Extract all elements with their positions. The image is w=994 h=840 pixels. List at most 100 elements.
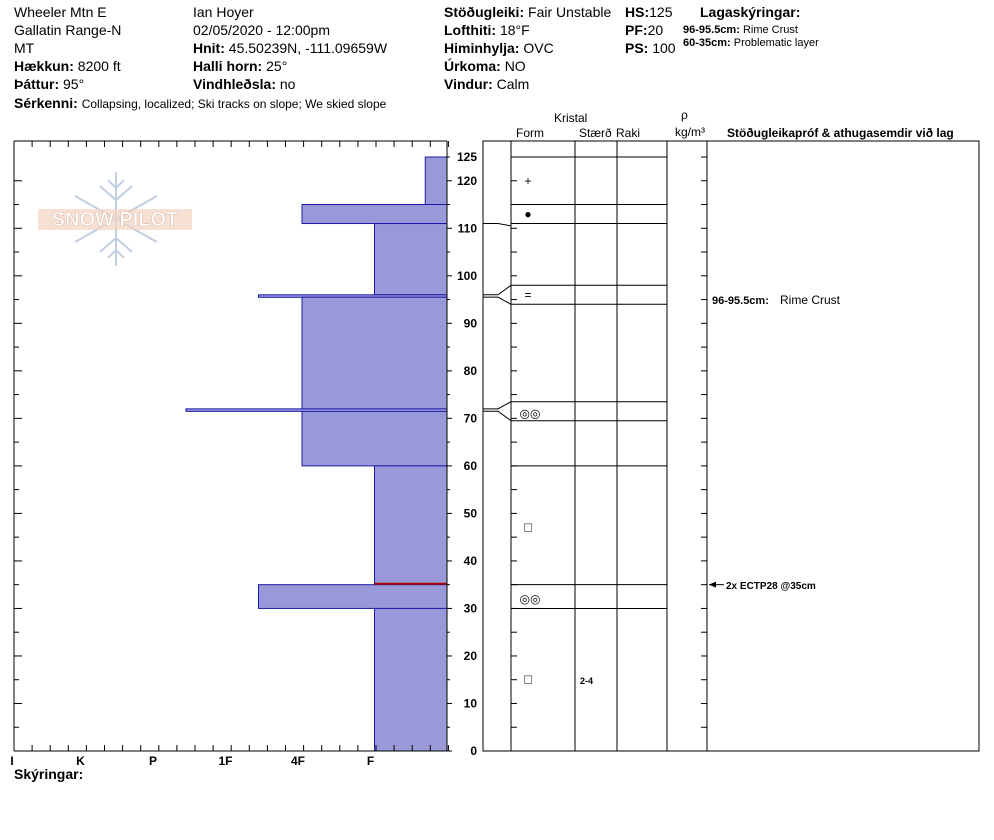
grain-form-symbol: = — [524, 288, 531, 302]
depth-tick-label: 125 — [457, 150, 477, 164]
table-frame — [482, 140, 980, 752]
airtemp-label: Lofthiti: — [444, 22, 497, 38]
rime-crust-desc: Rime Crust — [780, 293, 841, 307]
depth-tick-label: 80 — [464, 364, 478, 378]
layer-connector — [483, 223, 512, 227]
hardness-layer-bar — [301, 204, 448, 225]
tests-header: Stöðugleikapróf & athugasemdir við lag — [727, 126, 954, 140]
size-header: Stærð — [579, 126, 612, 140]
coordinates: Hnit: 45.50239N, -111.09659W — [193, 40, 387, 56]
hardness-layer-bar — [258, 584, 448, 609]
form-header: Form — [516, 126, 544, 140]
elevation-label: Hækkun: — [14, 58, 74, 74]
grain-form-symbol: + — [524, 174, 531, 188]
grain-size-label: 2-4 — [580, 676, 593, 686]
features-value: Collapsing, localized; Ski tracks on slo… — [81, 97, 387, 111]
legend-desc: Rime Crust — [742, 24, 798, 36]
aspect-value: 95° — [63, 76, 85, 92]
coords-label: Hnit: — [193, 40, 225, 56]
elevation-value: 8200 ft — [77, 58, 121, 74]
snowpilot-watermark: SNOW PILOT — [38, 172, 192, 266]
snow-height: HS:125 — [625, 4, 672, 20]
depth-tick-label: 110 — [458, 221, 478, 235]
hardness-layer-bar — [374, 607, 448, 752]
snowflake-icon — [74, 172, 158, 266]
location-name: Wheeler Mtn E — [14, 4, 107, 20]
depth-tick-label: 70 — [464, 411, 478, 425]
legend-item: 96-95.5cm: Rime Crust — [683, 24, 798, 37]
grain-form-symbol: ◎◎ — [520, 407, 541, 421]
legend-title: Lagaskýringar: — [700, 4, 801, 20]
sky-value: OVC — [523, 40, 554, 56]
grain-form-symbol: ◎◎ — [520, 592, 541, 606]
state-name: MT — [14, 40, 35, 56]
wind: Vindur: Calm — [444, 76, 529, 92]
rime-crust-range: 96-95.5cm: — [712, 295, 769, 307]
watermark-text: SNOW PILOT — [52, 209, 179, 231]
crystal-header: Kristal — [554, 111, 588, 125]
observation-datetime: 02/05/2020 - 12:00pm — [193, 22, 330, 38]
hardness-layer-bar — [185, 408, 448, 412]
grain-form-symbol: ● — [524, 207, 531, 221]
layer-table: + ● = ◎◎ □ ◎◎ □ — [482, 140, 980, 752]
sky-cover: Himinhylja: OVC — [444, 40, 554, 56]
density-unit: kg/m³ — [675, 125, 705, 139]
ps-label: PS: — [625, 40, 649, 56]
depth-axis: 0 10 20 30 40 50 60 70 80 90 100 110 120 125 — [446, 141, 478, 758]
features: Sérkenni: Collapsing, localized; Ski tra… — [14, 95, 386, 112]
precip-value: NO — [504, 58, 526, 74]
depth-tick-label: 60 — [464, 459, 478, 473]
precipitation: Úrkoma: NO — [444, 58, 526, 74]
hardness-layer-bar — [374, 223, 448, 296]
layer-connector — [483, 401, 512, 410]
hardness-layer-bar — [424, 156, 448, 206]
layer-connector — [483, 296, 512, 305]
range-name: Gallatin Range-N — [14, 22, 122, 38]
grain-form-symbol: □ — [524, 520, 532, 535]
hardness-tick-label: 1F — [218, 754, 232, 768]
depth-tick-label: 20 — [464, 649, 478, 663]
pf-label: PF: — [625, 22, 648, 38]
aspect: Þáttur: 95° — [14, 76, 84, 92]
precip-label: Úrkoma: — [444, 58, 501, 74]
layer-connector — [483, 284, 512, 296]
legend-item: 60-35cm: Problematic layer — [683, 37, 819, 50]
slope-value: 25° — [266, 58, 288, 74]
slope-angle: Halli horn: 25° — [193, 58, 287, 74]
hardness-tick-label: K — [76, 754, 85, 768]
hardness-layer-bar — [301, 296, 448, 467]
density-symbol: ρ — [681, 108, 688, 122]
stability-value: Fair Unstable — [528, 4, 612, 20]
sky-label: Himinhylja: — [444, 40, 520, 56]
legend-range: 60-35cm: — [683, 37, 731, 49]
depth-tick-label: 90 — [464, 316, 478, 330]
hardness-tick-label: I — [10, 754, 13, 768]
foot-penetration: PF:20 — [625, 22, 663, 38]
depth-tick-label: 40 — [464, 554, 478, 568]
features-label: Sérkenni: — [14, 95, 78, 111]
depth-tick-label: 100 — [457, 269, 477, 283]
ski-penetration: PS: 100 — [625, 40, 676, 56]
elevation: Hækkun: 8200 ft — [14, 58, 121, 74]
windload-value: no — [279, 76, 296, 92]
hardness-tick-label: 4F — [291, 754, 305, 768]
test-result-label: 2x ECTP28 @35cm — [726, 581, 816, 592]
hardness-axis: I K P 1F 4F F — [10, 140, 449, 768]
layer-connector — [483, 410, 512, 422]
depth-tick-label: 30 — [464, 601, 478, 615]
hardness-tick-label: F — [367, 754, 374, 768]
depth-tick-label: 10 — [464, 696, 478, 710]
wind-loading: Vindhleðsla: no — [193, 76, 295, 92]
coords-value: 45.50239N, -111.09659W — [228, 40, 388, 56]
depth-tick-label: 0 — [470, 744, 477, 758]
test-arrow-head — [709, 581, 716, 588]
hardness-tick-label: P — [149, 754, 157, 768]
stability: Stöðugleiki: Fair Unstable — [444, 4, 611, 20]
depth-tick-label: 50 — [464, 506, 478, 520]
legend-range: 96-95.5cm: — [683, 24, 740, 36]
hardness-layer-bar — [374, 465, 448, 586]
observer-name: Ian Hoyer — [193, 4, 254, 20]
grain-form-symbol: □ — [524, 672, 532, 687]
watermark-band — [38, 209, 192, 230]
